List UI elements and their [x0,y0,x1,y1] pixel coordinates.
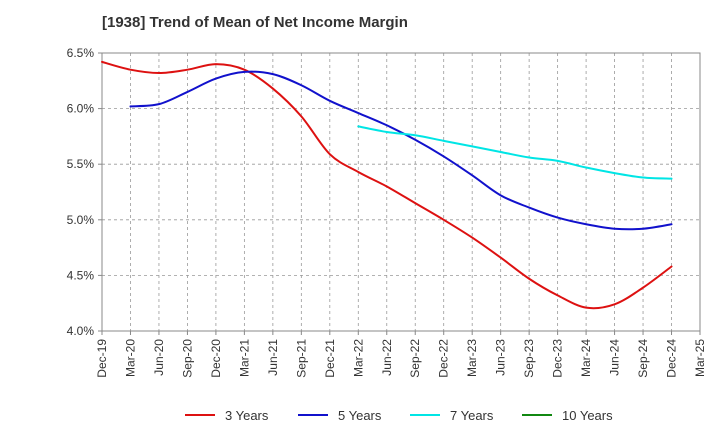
x-tick-label: Dec-23 [551,339,565,378]
x-tick-label: Sep-21 [294,339,308,378]
y-tick-label: 4.5% [67,268,95,282]
legend-swatch [185,414,215,416]
x-tick-label: Jun-21 [266,339,280,376]
x-tick-label: Mar-23 [465,339,479,377]
legend-item: 10 Years [522,405,613,425]
x-tick-label: Dec-22 [437,339,451,378]
x-tick-label: Sep-23 [522,339,536,378]
legend-swatch [410,414,440,416]
series-layer [101,60,673,310]
legend-item: 3 Years [185,405,268,425]
x-tick-label: Mar-22 [351,339,365,377]
legend-item: 5 Years [298,405,381,425]
y-tick-label: 6.0% [67,102,95,116]
x-tick-label: Dec-21 [323,339,337,378]
x-tick-label: Mar-20 [123,339,137,377]
y-tick-label: 4.0% [67,324,95,338]
axis-layer [98,52,701,335]
x-tick-label: Mar-25 [693,339,707,377]
y-tick-label: 5.5% [67,157,95,171]
series-line-7-years [357,125,673,180]
x-tick-label: Jun-20 [152,339,166,376]
tick-label-layer: 4.0% 4.5% 5.0% 5.5% 6.0% 6.5% Dec-19 Mar-20 Jun-… [67,46,707,378]
legend-label: 10 Years [562,407,613,423]
series-line-5-years [129,70,673,231]
legend-label: 3 Years [225,407,269,423]
legend-item: 7 Years [410,405,493,425]
legend-swatch [522,414,552,416]
legend-swatch [298,414,328,416]
x-tick-label: Jun-24 [608,339,622,376]
legend-label: 5 Years [338,407,382,423]
x-tick-label: Dec-24 [665,339,679,378]
x-tick-label: Jun-22 [380,339,394,376]
x-tick-label: Sep-20 [180,339,194,378]
x-tick-label: Jun-23 [494,339,508,376]
series-line-3-years [101,60,673,310]
x-tick-label: Sep-22 [408,339,422,378]
y-tick-label: 6.5% [67,46,95,60]
legend-label: 7 Years [450,407,494,423]
x-tick-label: Sep-24 [636,339,650,378]
x-tick-label: Dec-19 [95,339,109,378]
plot-frame [101,52,701,332]
y-tick-label: 5.0% [67,213,95,227]
x-tick-label: Dec-20 [209,339,223,378]
legend: 3 Years 5 Years 7 Years 10 Years [0,405,720,425]
x-tick-label: Mar-21 [237,339,251,377]
x-tick-label: Mar-24 [579,339,593,377]
chart-title: [1938] Trend of Mean of Net Income Margi… [102,14,408,31]
grid-layer [101,52,701,332]
